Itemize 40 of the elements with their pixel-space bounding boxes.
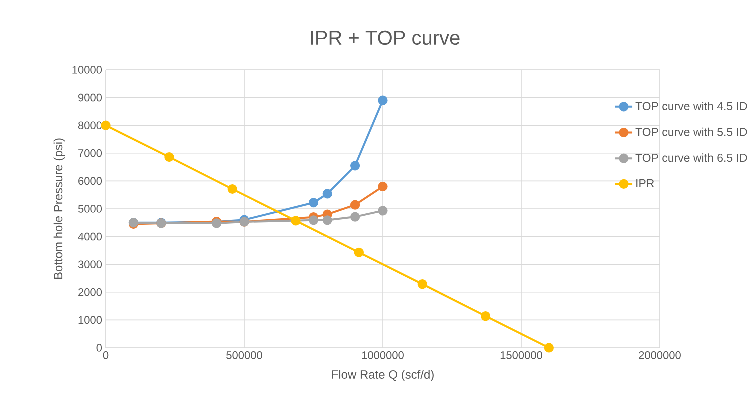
legend-label: TOP curve with 6.5 ID bbox=[636, 154, 748, 162]
point bbox=[378, 96, 388, 106]
x-tick-label: 2000000 bbox=[639, 352, 681, 360]
y-tick-label: 10000 bbox=[72, 66, 102, 74]
point bbox=[164, 152, 174, 162]
y-tick-label: 4000 bbox=[78, 232, 102, 241]
legend-label: TOP curve with 4.5 ID bbox=[636, 102, 748, 110]
point bbox=[350, 212, 360, 222]
y-tick-label: 0 bbox=[96, 344, 102, 352]
point bbox=[378, 206, 388, 216]
y-tick-label: 1000 bbox=[78, 316, 102, 324]
legend-label: IPR bbox=[636, 180, 654, 188]
x-tick-label: 0 bbox=[103, 352, 109, 360]
point bbox=[378, 182, 388, 192]
y-tick-label: 2000 bbox=[78, 288, 102, 296]
point bbox=[291, 216, 301, 226]
x-tick-label: 1500000 bbox=[500, 352, 542, 360]
x-axis-title: Flow Rate Q (scf/d) bbox=[332, 370, 434, 382]
y-tick-label: 7000 bbox=[78, 150, 102, 158]
point bbox=[350, 161, 360, 171]
x-tick-label: 500000 bbox=[226, 352, 262, 360]
x-tick-label: 1000000 bbox=[362, 352, 404, 360]
point bbox=[101, 120, 111, 130]
point bbox=[350, 200, 360, 210]
point bbox=[228, 184, 238, 194]
chart-title: IPR + TOP curve bbox=[311, 30, 460, 46]
y-axis-title: Bottom hole Pressure (psi) bbox=[54, 138, 66, 280]
legend-label: TOP curve with 5.5 ID bbox=[636, 128, 748, 136]
point bbox=[418, 280, 428, 290]
point bbox=[308, 216, 319, 226]
point bbox=[544, 343, 554, 353]
y-tick-label: 9000 bbox=[78, 94, 102, 102]
point bbox=[322, 216, 332, 226]
y-tick-label: 3000 bbox=[78, 260, 102, 268]
y-tick-label: 5000 bbox=[78, 205, 102, 213]
point bbox=[480, 311, 491, 322]
y-tick-label: 6000 bbox=[78, 177, 102, 186]
point bbox=[308, 198, 319, 208]
point bbox=[322, 189, 332, 199]
point bbox=[354, 248, 364, 258]
